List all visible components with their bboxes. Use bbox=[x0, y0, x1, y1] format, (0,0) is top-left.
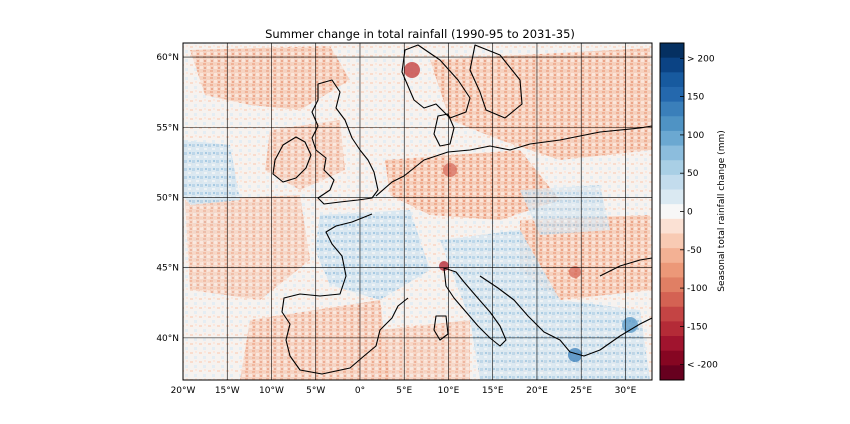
map-area bbox=[183, 43, 652, 380]
coastline-ireland bbox=[272, 136, 312, 183]
lat-tick-label: 50°N bbox=[156, 193, 179, 203]
colorbar-segment bbox=[660, 174, 684, 191]
colorbar-segment bbox=[660, 262, 684, 278]
wetting-region-france bbox=[315, 210, 430, 300]
colorbar-segment bbox=[660, 336, 684, 352]
lon-tick-label: 30°E bbox=[615, 386, 637, 396]
drying-region-scandinavia-baltic bbox=[430, 48, 652, 160]
wetting-region-west-atlantic bbox=[183, 140, 240, 205]
colorbar-tick-label: 50 bbox=[687, 169, 699, 179]
gridlines bbox=[183, 43, 652, 380]
strong-wetting-spot-greece bbox=[568, 348, 582, 362]
lon-tick-label: 20°W bbox=[171, 386, 196, 396]
chart-title: Summer change in total rainfall (1990-95… bbox=[265, 27, 575, 41]
lat-tick-label: 55°N bbox=[156, 123, 179, 133]
strong-drying-spot-germany bbox=[443, 163, 457, 177]
colorbar-segment bbox=[660, 277, 684, 293]
colorbar-segment bbox=[660, 101, 684, 117]
drying-region-iberia bbox=[240, 300, 390, 380]
colorbar-segment bbox=[660, 248, 684, 264]
colorbar-tick-label: -150 bbox=[687, 322, 708, 332]
drying-region-north-atlantic bbox=[190, 46, 350, 110]
colorbar-segment bbox=[660, 218, 684, 234]
lon-tick-label: 5°W bbox=[306, 386, 325, 396]
drying-region-mediterranean bbox=[380, 320, 470, 380]
coastline-black-sea bbox=[599, 257, 652, 277]
coastline-sardinia bbox=[433, 315, 449, 341]
drying-region-atlantic-west bbox=[185, 195, 310, 300]
lon-tick-label: 15°E bbox=[482, 386, 504, 396]
lon-tick-label: 10°W bbox=[259, 386, 284, 396]
colorbar-tick-label: < -200 bbox=[687, 361, 718, 371]
lon-tick-label: 0° bbox=[355, 386, 365, 396]
lat-tick-label: 40°N bbox=[156, 334, 179, 344]
coastline-continental-north bbox=[375, 125, 652, 197]
colorbar-segment bbox=[660, 86, 684, 103]
colorbar-segment bbox=[660, 292, 684, 308]
drying-region-central-europe bbox=[385, 150, 560, 220]
colorbar-segment bbox=[660, 233, 684, 249]
colorbar-segment bbox=[660, 306, 684, 322]
drying-region-north-sea bbox=[265, 120, 345, 190]
coastline-denmark bbox=[433, 113, 455, 147]
coastline-italy bbox=[443, 267, 507, 347]
colorbar-tick-label: -100 bbox=[687, 284, 708, 294]
lon-tick-label: 10°E bbox=[438, 386, 460, 396]
colorbar-segment bbox=[660, 350, 684, 366]
longitude-ticks: 20°W 15°W 10°W 5°W 0° 5°E 10°E 15°E 20°E 25°E 30°E bbox=[171, 386, 637, 396]
lat-tick-label: 60°N bbox=[156, 53, 179, 63]
coastlines bbox=[272, 44, 652, 375]
colorbar-label: Seasonal total rainfall change (mm) bbox=[717, 130, 727, 292]
colorbar-tick-label: -50 bbox=[687, 246, 702, 256]
lon-tick-label: 5°E bbox=[396, 386, 412, 396]
coastline-france-iberia bbox=[281, 213, 409, 375]
colorbar bbox=[660, 43, 684, 381]
colorbar-tick-label: 100 bbox=[687, 131, 704, 141]
colorbar-segment bbox=[660, 72, 684, 88]
drying-region-eastern-europe bbox=[520, 215, 652, 300]
colorbar-segment bbox=[660, 145, 684, 161]
lon-tick-label: 20°E bbox=[526, 386, 548, 396]
colorbar-segment bbox=[660, 57, 684, 73]
latitude-ticks: 60°N 55°N 50°N 45°N 40°N bbox=[156, 53, 179, 344]
lat-tick-label: 45°N bbox=[156, 264, 179, 274]
coastline-balkans bbox=[479, 275, 652, 357]
colorbar-tick-label: 150 bbox=[687, 93, 704, 103]
colorbar-tick-label: 0 bbox=[687, 208, 693, 218]
coastline-great-britain bbox=[311, 79, 379, 205]
strong-drying-spot-norway bbox=[404, 62, 420, 78]
colorbar-segment bbox=[660, 321, 684, 337]
colorbar-segment bbox=[660, 189, 684, 205]
colorbar-segment bbox=[660, 204, 684, 220]
colorbar-segment bbox=[660, 160, 684, 176]
strong-drying-spot-hungary bbox=[569, 266, 581, 278]
colorbar-tick-label: > 200 bbox=[687, 54, 715, 64]
colorbar-segment bbox=[660, 130, 684, 147]
colorbar-ticks: > 200 150 100 50 0 -50 -100 -150 < -200 bbox=[680, 54, 718, 371]
strong-wetting-spot-turkey bbox=[622, 317, 638, 333]
map-frame bbox=[182, 42, 653, 381]
colorbar-segment bbox=[660, 116, 684, 132]
colorbar-segment bbox=[660, 365, 684, 381]
lon-tick-label: 15°W bbox=[215, 386, 240, 396]
colorbar-segment bbox=[660, 43, 684, 59]
lon-tick-label: 25°E bbox=[570, 386, 592, 396]
